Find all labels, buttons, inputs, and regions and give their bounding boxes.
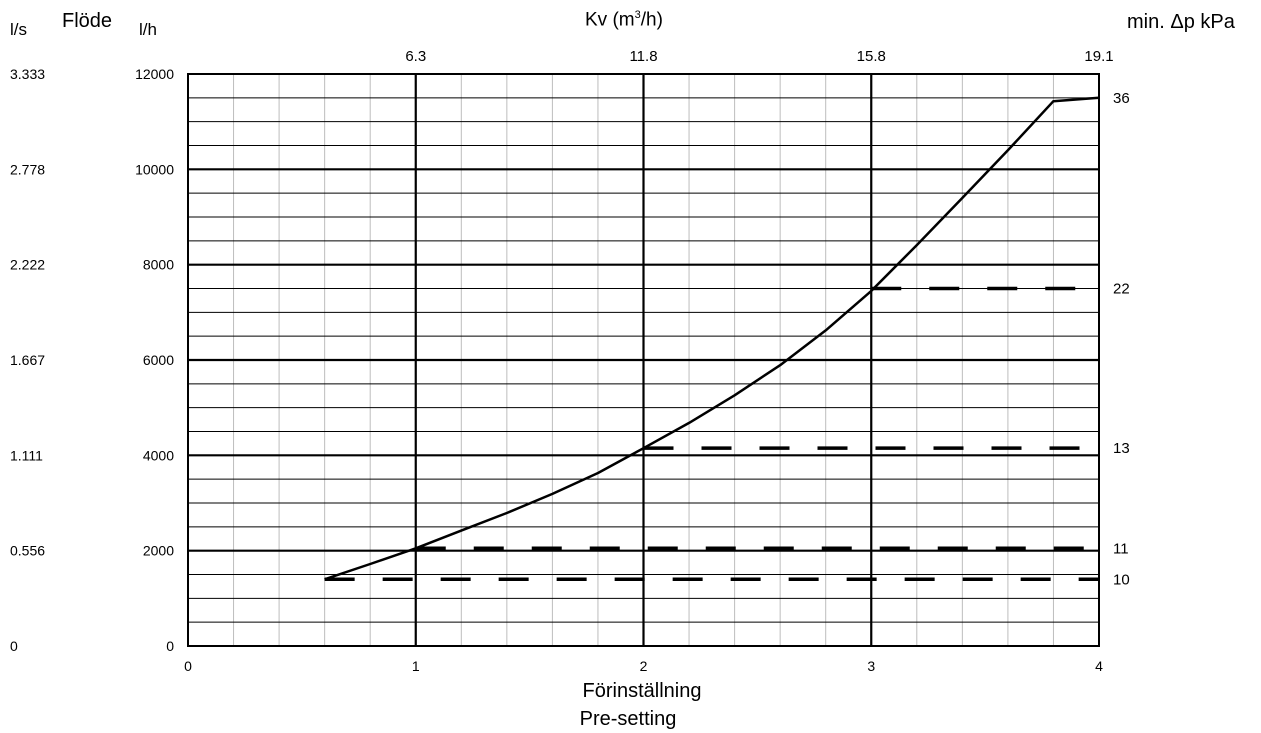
y-tick-label-lh: 0 — [166, 638, 174, 654]
y-tick-label-lh: 2000 — [143, 543, 174, 559]
x-tick-label: 1 — [412, 658, 420, 674]
x-tick-label: 0 — [184, 658, 192, 674]
min-dp-label: 22 — [1113, 281, 1130, 298]
y-tick-label-lh: 12000 — [135, 66, 174, 82]
y-tick-label-lh: 6000 — [143, 352, 174, 368]
x-tick-label: 2 — [640, 658, 648, 674]
flow-title: Flöde — [62, 10, 113, 32]
y-tick-label-lh: 8000 — [143, 257, 174, 273]
min-dp-label: 13 — [1113, 440, 1130, 457]
plot-frame — [187, 73, 1100, 647]
kv-tick-label: 11.8 — [629, 48, 657, 65]
x-tick-label: 3 — [867, 658, 875, 674]
min-dp-label: 36 — [1113, 90, 1130, 107]
min-dp-label: 11 — [1113, 540, 1129, 557]
x-tick-label: 4 — [1095, 658, 1103, 674]
y-tick-label-ls: 2.222 — [10, 257, 45, 273]
kv-title-prefix: Kv (m — [585, 9, 635, 31]
y-tick-label-ls: 1.667 — [10, 352, 45, 368]
y-tick-label-ls: 0.556 — [10, 543, 45, 559]
kv-axis-title: Kv (m3/h) — [585, 9, 663, 31]
x-axis-label: Förinställning — [582, 680, 702, 702]
kv-tick-label: 19.1 — [1084, 48, 1113, 65]
y-tick-label-ls: 2.778 — [10, 161, 45, 177]
lh-unit-label: l/h — [139, 20, 157, 39]
kv-tick-label: 6.3 — [405, 48, 426, 65]
kv-tick-label: 15.8 — [857, 48, 886, 65]
flow-curve — [324, 96, 1100, 581]
kv-title-suffix: /h) — [640, 9, 663, 31]
y-tick-label-ls: 0 — [10, 638, 18, 654]
y-tick-label-ls: 3.333 — [10, 66, 45, 82]
y-tick-label-lh: 10000 — [135, 161, 174, 177]
dp-axis-title: min. Δp kPa — [1127, 11, 1235, 33]
y-tick-label-ls: 1.111 — [10, 447, 43, 463]
kv-title-superscript: 3 — [634, 9, 641, 21]
y-tick-label-lh: 4000 — [143, 447, 174, 463]
ls-unit-label: l/s — [10, 20, 27, 39]
min-dp-label: 10 — [1113, 571, 1130, 588]
x-axis-label-english: Pre-setting — [579, 708, 677, 730]
